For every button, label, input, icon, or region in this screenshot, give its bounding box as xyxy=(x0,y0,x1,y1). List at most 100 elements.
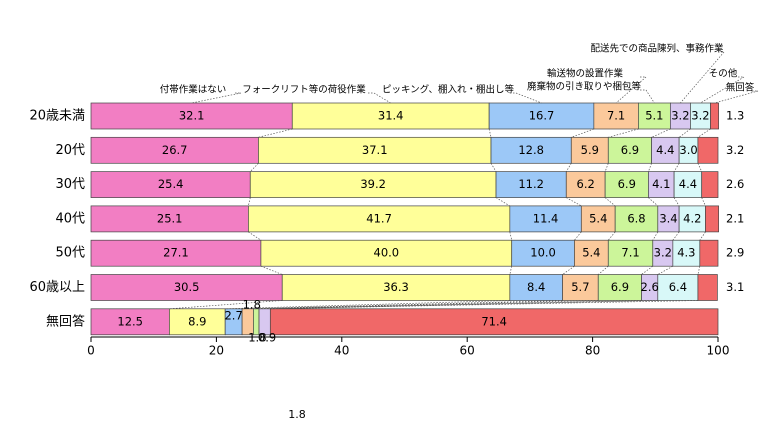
data-label: 5.4 xyxy=(582,246,600,260)
connector-line xyxy=(673,197,680,207)
connector-line xyxy=(697,128,711,138)
data-label: 4.1 xyxy=(652,177,670,191)
legend-callout-label: フォークリフト等の荷役作業 xyxy=(242,84,366,96)
connector-line xyxy=(488,128,492,138)
connector-line xyxy=(259,300,642,310)
connector-line xyxy=(701,197,706,207)
data-label: 16.7 xyxy=(529,109,555,123)
connector-line xyxy=(495,197,511,207)
legend-callout-label: 付帯作業はない xyxy=(160,84,227,96)
data-label: 6.9 xyxy=(618,177,636,191)
bar-segment xyxy=(673,171,703,198)
connector-line xyxy=(657,265,674,275)
data-label: 3.4 xyxy=(659,211,677,225)
data-label: 11.4 xyxy=(533,211,559,225)
data-label: 25.1 xyxy=(157,211,183,225)
bar-segment xyxy=(607,239,654,267)
bar-segment xyxy=(672,239,701,267)
bar-segment xyxy=(701,171,719,198)
data-label: 71.4 xyxy=(481,314,507,328)
legend-leader-line xyxy=(191,92,242,104)
connector-line xyxy=(678,128,691,138)
data-label: 3.2 xyxy=(691,109,709,123)
bar-segment xyxy=(281,274,511,301)
data-label: 7.1 xyxy=(607,109,625,123)
legend-leader-line xyxy=(640,89,655,104)
data-label: 36.3 xyxy=(383,280,409,294)
connector-line xyxy=(248,231,262,241)
bar-segment xyxy=(509,205,582,233)
connector-line xyxy=(604,197,616,207)
data-label: 41.7 xyxy=(366,211,392,225)
legend-callout-label: その他 xyxy=(709,68,738,80)
bar-segment xyxy=(604,171,649,198)
x-tick-label: 80 xyxy=(585,344,600,358)
connector-line xyxy=(562,265,575,275)
data-label: 26.7 xyxy=(162,143,188,157)
bar-segment xyxy=(597,274,642,301)
data-label: 6.9 xyxy=(621,143,639,157)
data-label: 12.8 xyxy=(518,143,544,157)
data-label: 4.3 xyxy=(677,246,695,260)
data-label: 5.1 xyxy=(645,109,663,123)
data-label: 2.6 xyxy=(641,280,659,294)
connector-line xyxy=(673,163,680,172)
bar-segment xyxy=(90,205,249,233)
bar-segment xyxy=(651,136,680,164)
connector-line xyxy=(250,163,259,172)
data-label: 1.8 xyxy=(243,297,261,311)
legend-leader-line xyxy=(368,92,391,104)
data-label: 2.1 xyxy=(726,211,744,225)
bar-segment xyxy=(697,274,718,301)
data-label: 3.2 xyxy=(726,143,744,157)
connector-line xyxy=(490,163,497,172)
connector-line xyxy=(509,266,513,275)
x-tick-label: 40 xyxy=(334,344,349,358)
bar-segment xyxy=(648,171,675,198)
bar-segment xyxy=(697,136,719,164)
connector-line xyxy=(225,300,510,310)
connector-line xyxy=(574,231,582,241)
legend-leader-line xyxy=(510,92,542,104)
connector-line xyxy=(571,128,594,138)
data-label: 6.9 xyxy=(611,280,629,294)
bar-segment xyxy=(678,205,706,233)
data-label: 1.3 xyxy=(726,109,744,123)
legend-leader-line xyxy=(700,76,746,104)
category-label: 50代 xyxy=(55,246,85,261)
x-tick-label: 20 xyxy=(209,344,224,358)
x-tick-label: 0 xyxy=(87,344,95,358)
bar-segment xyxy=(705,205,719,233)
data-label: 4.2 xyxy=(683,211,701,225)
legend-callout-label: ピッキング、棚入れ・棚出し等 xyxy=(382,84,515,96)
category-label: 40代 xyxy=(55,211,85,226)
bar-segment xyxy=(614,205,659,233)
bar-segment xyxy=(580,205,616,233)
connector-line xyxy=(258,128,293,138)
connector-line xyxy=(672,231,680,241)
legend-leader-line xyxy=(615,76,647,104)
data-label: 8.4 xyxy=(527,280,545,294)
data-label: 3.2 xyxy=(654,246,672,260)
data-label: 2.6 xyxy=(726,177,744,191)
category-label: 30代 xyxy=(55,177,85,192)
connector-line xyxy=(648,197,659,207)
data-label: 11.2 xyxy=(518,177,544,191)
bar-segment xyxy=(90,102,293,130)
stray-data-label: 1.8 xyxy=(288,408,306,421)
connector-line xyxy=(697,163,703,172)
connector-line xyxy=(566,197,582,207)
data-label: 39.2 xyxy=(360,177,386,191)
bar-segment xyxy=(565,171,606,198)
data-label: 4.4 xyxy=(679,177,697,191)
bar-segment xyxy=(249,171,497,198)
connector-line xyxy=(697,266,701,275)
x-tick-label: 100 xyxy=(707,344,730,358)
connector-line xyxy=(604,163,609,172)
data-label: 8.9 xyxy=(188,314,206,328)
connector-line xyxy=(253,300,599,310)
category-label: 60歳以上 xyxy=(29,280,85,295)
bar-segment xyxy=(699,239,719,267)
